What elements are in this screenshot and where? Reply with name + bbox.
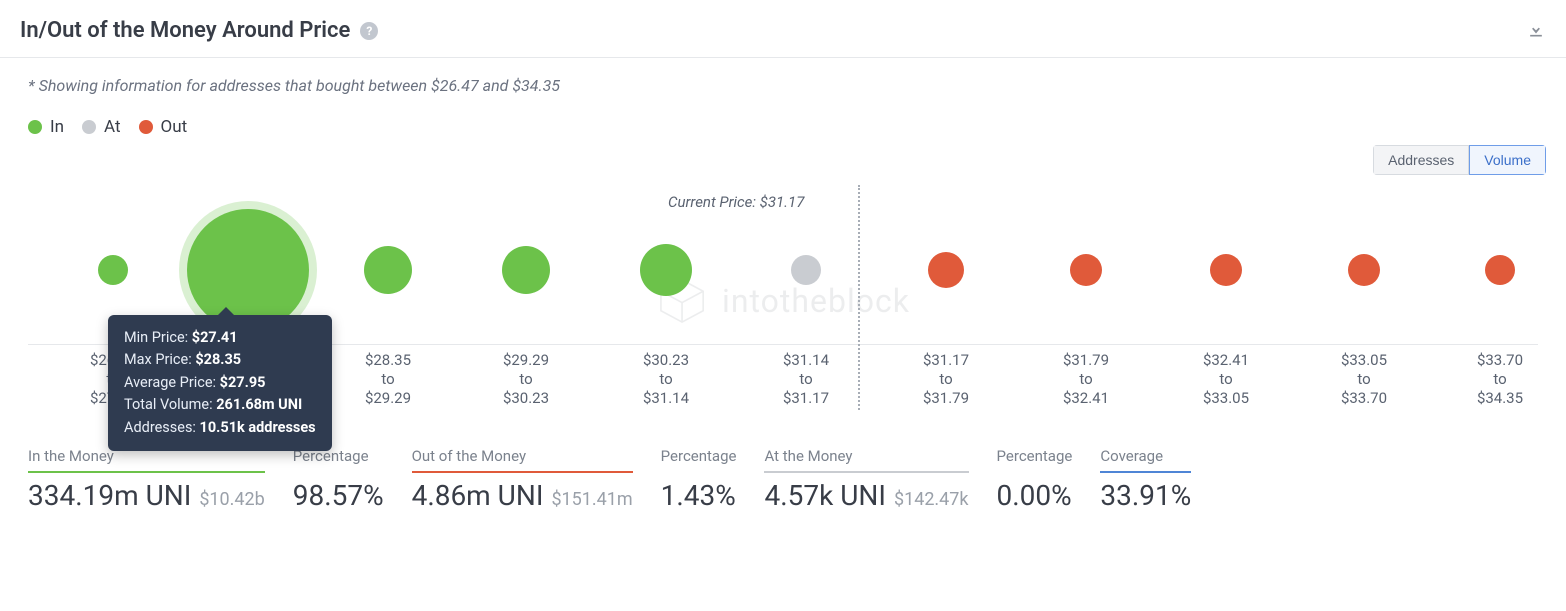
legend-label: Out xyxy=(161,117,188,137)
stat-value: 1.43% xyxy=(661,479,737,512)
x-range-label: $28.35to$29.29 xyxy=(338,351,438,407)
legend-dot xyxy=(139,120,153,134)
toggle-row: AddressesVolume xyxy=(0,137,1566,175)
stat-subvalue: $10.42b xyxy=(199,489,264,510)
bubble[interactable] xyxy=(1348,254,1380,286)
help-icon[interactable]: ? xyxy=(360,22,378,40)
x-range-label: $31.17to$31.79 xyxy=(896,351,996,407)
stat-value: 33.91% xyxy=(1100,479,1191,512)
bubble[interactable] xyxy=(364,246,412,294)
download-icon[interactable] xyxy=(1526,19,1546,43)
watermark: intotheblock xyxy=(656,275,910,327)
bubble[interactable] xyxy=(502,246,550,294)
x-range-label: $33.05to$33.70 xyxy=(1314,351,1414,407)
widget-title: In/Out of the Money Around Price xyxy=(20,18,350,43)
view-toggle: AddressesVolume xyxy=(1373,145,1546,175)
stat-subvalue: $142.47k xyxy=(894,489,969,510)
stat-label: Percentage xyxy=(997,447,1073,473)
stat-block: In the Money334.19m UNI$10.42b xyxy=(28,447,265,512)
legend-dot xyxy=(28,120,42,134)
bubble[interactable] xyxy=(791,255,821,285)
stat-value: 4.86m UNI$151.41m xyxy=(412,479,633,512)
bubble[interactable] xyxy=(1210,254,1242,286)
bubble[interactable] xyxy=(1070,254,1102,286)
range-note: * Showing information for addresses that… xyxy=(0,58,1566,95)
x-range-label: $31.79to$32.41 xyxy=(1036,351,1136,407)
stat-block: At the Money 4.57k UNI$142.47k xyxy=(764,447,968,512)
legend-label: In xyxy=(50,117,64,137)
legend-label: At xyxy=(104,117,121,137)
title-wrap: In/Out of the Money Around Price ? xyxy=(20,18,378,43)
stat-block: Coverage 33.91% xyxy=(1100,447,1191,512)
stat-value: 4.57k UNI$142.47k xyxy=(764,479,968,512)
x-range-label: $33.70to$34.35 xyxy=(1450,351,1550,407)
current-price-label: Current Price: $31.17 xyxy=(668,193,804,211)
stat-value: 334.19m UNI$10.42b xyxy=(28,479,265,512)
widget-header: In/Out of the Money Around Price ? xyxy=(0,0,1566,58)
legend-item[interactable]: At xyxy=(82,117,121,137)
bubble-tooltip: Min Price: $27.41Max Price: $28.35Averag… xyxy=(108,315,332,451)
stat-value: 0.00% xyxy=(997,479,1073,512)
bubble[interactable] xyxy=(640,244,692,296)
stat-block: Out of the Money 4.86m UNI$151.41m xyxy=(412,447,633,512)
x-range-label: $30.23to$31.14 xyxy=(616,351,716,407)
legend: In At Out xyxy=(0,95,1566,137)
bubble[interactable] xyxy=(98,255,128,285)
stat-subvalue: $151.41m xyxy=(551,489,632,510)
chart: intotheblock Current Price: $31.17 $26.4… xyxy=(0,175,1566,407)
legend-item[interactable]: Out xyxy=(139,117,188,137)
bubble[interactable] xyxy=(928,252,964,288)
stat-label: At the Money xyxy=(764,447,968,473)
bubble[interactable] xyxy=(1485,255,1515,285)
stat-block: Percentage98.57% xyxy=(293,447,384,512)
toggle-addresses[interactable]: Addresses xyxy=(1373,145,1469,175)
stat-label: Percentage xyxy=(661,447,737,473)
stat-label: Out of the Money xyxy=(412,447,633,473)
x-range-label: $31.14to$31.17 xyxy=(756,351,856,407)
stat-label: Coverage xyxy=(1100,447,1191,473)
bubble[interactable] xyxy=(187,209,309,331)
x-range-label: $29.29to$30.23 xyxy=(476,351,576,407)
legend-dot xyxy=(82,120,96,134)
stat-block: Percentage 1.43% xyxy=(661,447,737,512)
x-range-label: $32.41to$33.05 xyxy=(1176,351,1276,407)
watermark-text: intotheblock xyxy=(722,282,910,320)
stat-value: 98.57% xyxy=(293,479,384,512)
legend-item[interactable]: In xyxy=(28,117,64,137)
toggle-volume[interactable]: Volume xyxy=(1469,145,1546,175)
stat-block: Percentage 0.00% xyxy=(997,447,1073,512)
